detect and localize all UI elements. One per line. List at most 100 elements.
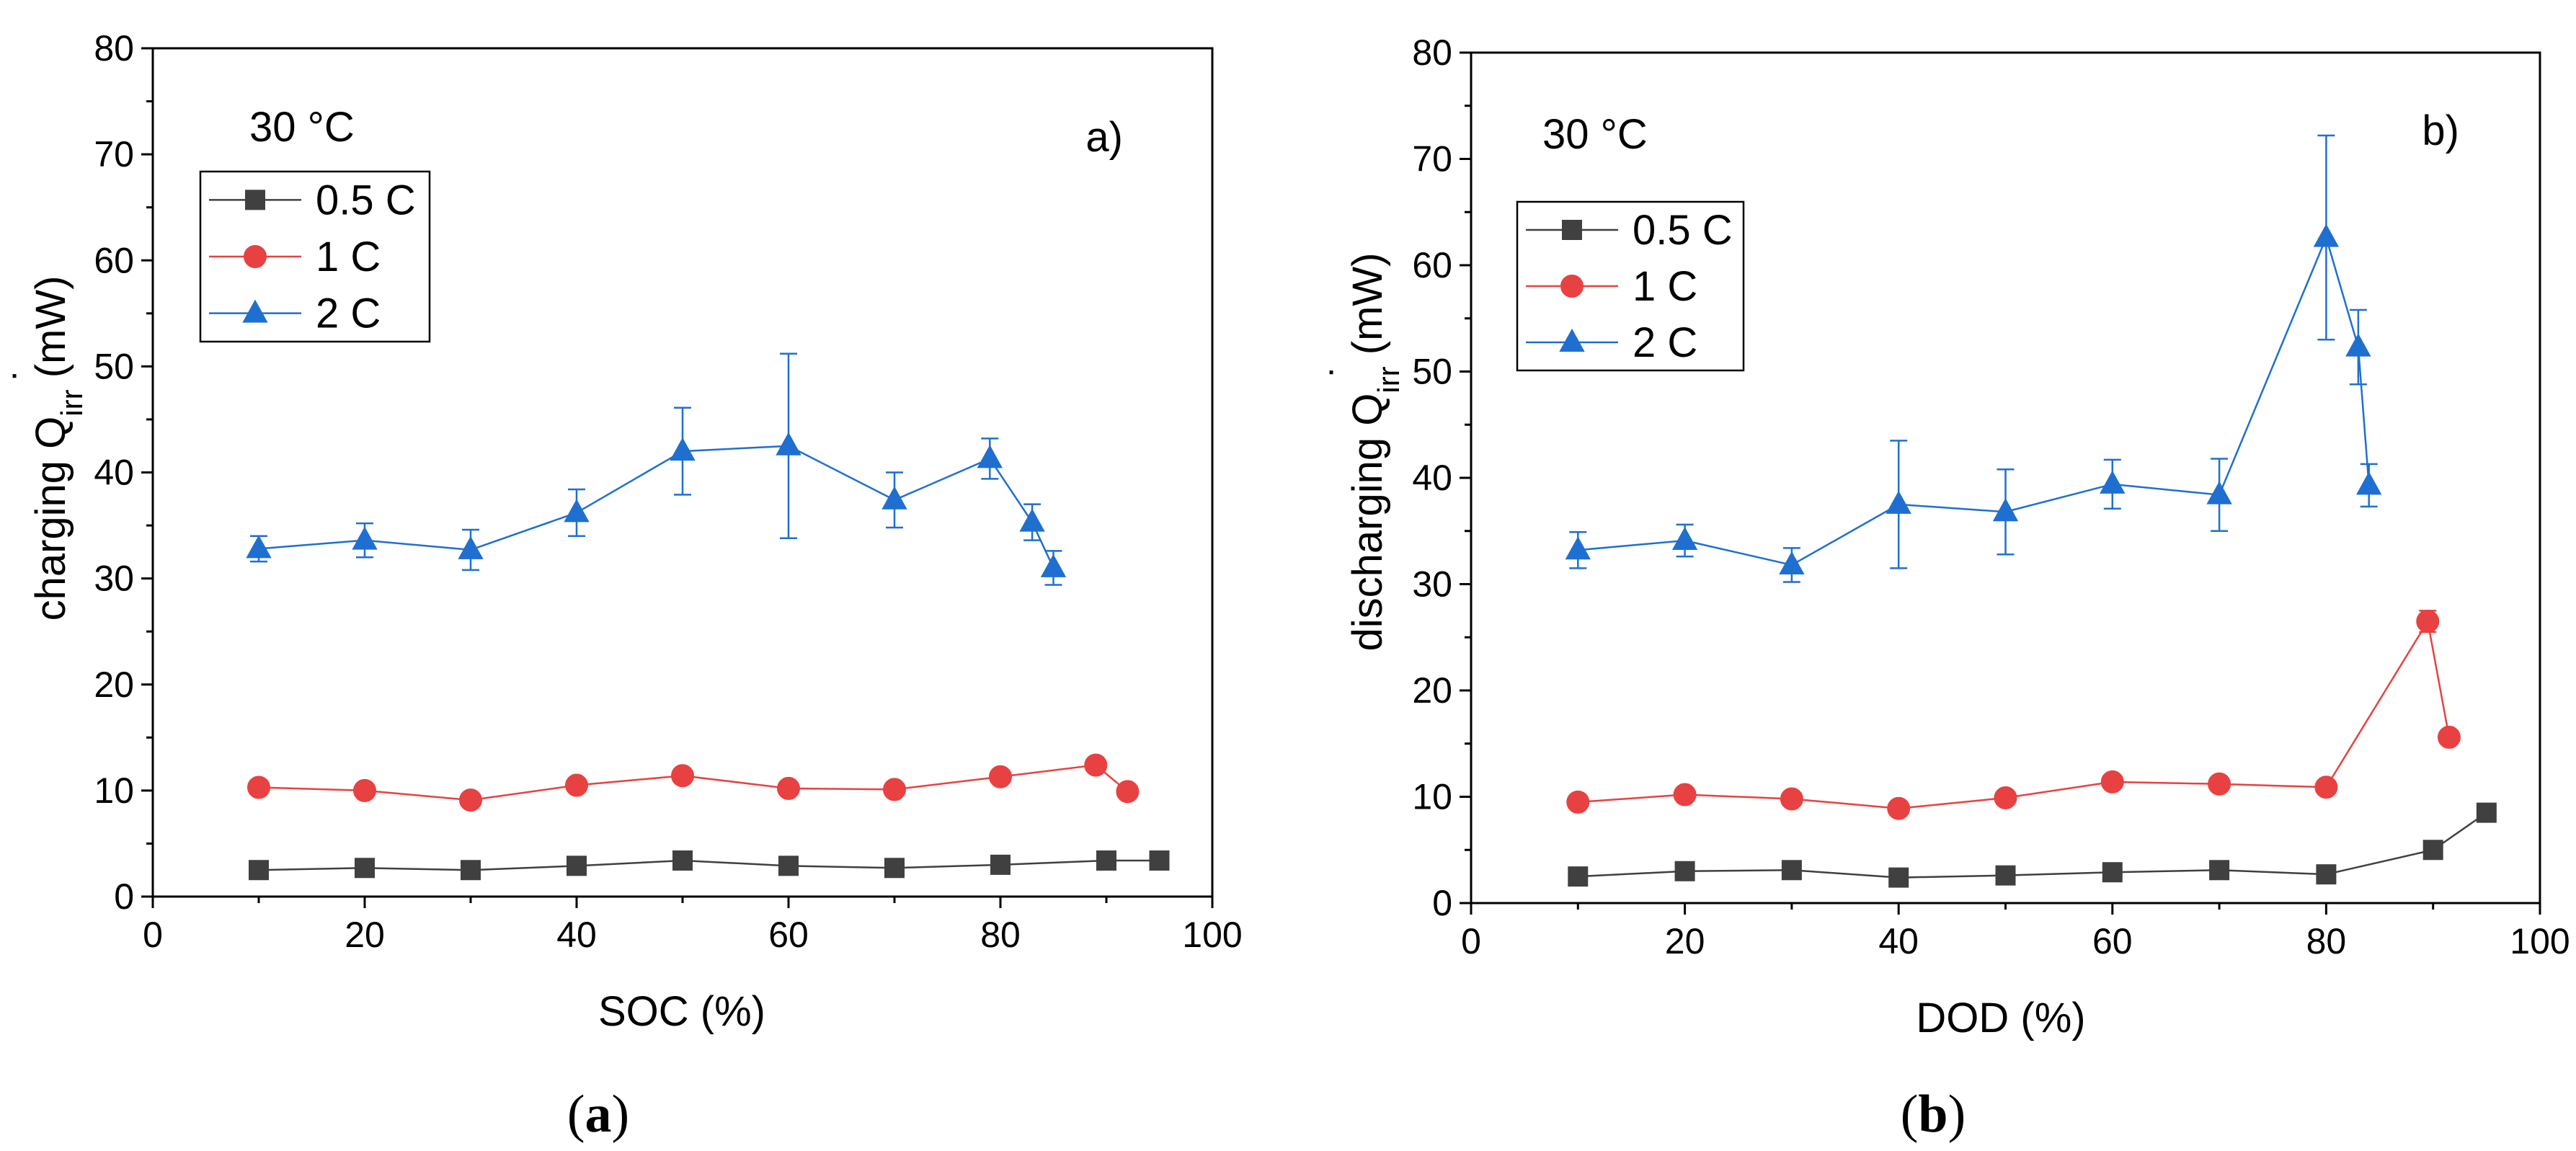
chart-panel-a: charging Qirr (mW) ˙ SOC (%) 30 °C a) 0 2…: [6, 28, 1243, 1035]
y-label-unit: (mW): [27, 276, 74, 390]
data-point: [1149, 850, 1170, 871]
y-label-unit: (mW): [1344, 253, 1391, 367]
x-axis-label-a: SOC (%): [598, 988, 765, 1035]
data-point: [2100, 470, 2126, 494]
data-point: [461, 860, 481, 881]
series-line: [258, 859, 1160, 871]
data-point: [1781, 860, 1802, 881]
series-line: [1578, 234, 2370, 566]
x-tick-label: 0: [143, 915, 163, 955]
data-point: [1992, 498, 2019, 522]
series-0.5-C: [249, 850, 1170, 881]
data-point: [353, 778, 376, 802]
y-tick-label: 10: [94, 770, 134, 811]
data-point: [1995, 865, 2016, 886]
x-tick-label: 40: [1878, 921, 1919, 961]
y-label-dot: ˙: [1323, 363, 1369, 377]
x-tick-label: 60: [768, 915, 809, 955]
panel-label-b: b): [2422, 107, 2459, 154]
y-tick-label: 80: [1412, 32, 1452, 73]
caption-b: (b): [1901, 1085, 1966, 1144]
data-point: [355, 858, 375, 879]
data-point: [2316, 864, 2337, 885]
legend: 0.5 C 1 C 2 C: [1516, 200, 1745, 372]
data-point: [989, 765, 1012, 788]
data-point: [249, 860, 269, 881]
data-point: [884, 858, 905, 879]
data-point: [881, 486, 907, 510]
data-point: [1994, 786, 2017, 809]
data-point: [1673, 783, 1697, 806]
legend-swatch-marker: [245, 190, 265, 210]
series-1-C: [247, 753, 1140, 812]
data-point: [883, 778, 906, 801]
y-tick-label: 20: [1412, 670, 1452, 711]
legend-entry-label: 0.5 C: [316, 177, 416, 223]
legend-entry-label: 2 C: [316, 290, 381, 337]
data-point: [1780, 787, 1803, 811]
data-point: [776, 432, 801, 455]
series-line: [258, 764, 1129, 801]
data-point: [1084, 753, 1108, 777]
data-point: [2422, 840, 2443, 861]
data-point: [2314, 776, 2338, 799]
data-point: [352, 526, 378, 550]
caption-a-letter: a: [585, 1085, 612, 1144]
data-point: [2437, 725, 2461, 749]
x-tick-label: 100: [1182, 915, 1242, 955]
y-label-main: charging Q: [27, 417, 74, 621]
data-point: [459, 788, 482, 812]
data-point: [1568, 866, 1589, 887]
y-tick-label: 40: [1412, 458, 1452, 498]
data-point: [2100, 770, 2124, 794]
data-point: [1019, 508, 1045, 532]
legend-swatch-marker: [242, 299, 268, 323]
data-point: [2208, 772, 2231, 796]
data-point: [2345, 333, 2371, 357]
data-point: [1888, 867, 1909, 888]
data-point: [246, 535, 272, 559]
data-point: [990, 854, 1011, 875]
data-point: [777, 776, 800, 800]
legend-swatch-marker: [1560, 275, 1584, 298]
caption-a: (a): [567, 1085, 629, 1144]
legend: 0.5 C 1 C 2 C: [199, 170, 431, 343]
y-axis-label-b: discharging Qirr (mW): [1344, 253, 1405, 652]
data-point: [1096, 850, 1116, 871]
x-tick-label: 60: [2092, 921, 2133, 961]
data-point: [1040, 554, 1067, 577]
y-tick-label: 0: [114, 876, 134, 917]
y-tick-label: 70: [1412, 139, 1452, 179]
data-point: [1566, 790, 1590, 814]
y-tick-label: 50: [1412, 352, 1452, 392]
legend-entry-label: 0.5 C: [1633, 207, 1733, 254]
legend-swatch-marker: [244, 245, 267, 268]
series-line: [1578, 812, 2487, 879]
condition-label-a: 30 °C: [249, 104, 355, 151]
y-label-dot: ˙: [6, 367, 53, 381]
data-point: [1886, 490, 1911, 514]
x-tick-label: 40: [556, 915, 597, 955]
x-tick-label: 80: [980, 915, 1021, 955]
legend-entry-label: 2 C: [1633, 319, 1697, 366]
y-tick-label: 20: [94, 665, 134, 705]
y-tick-label: 80: [94, 28, 134, 68]
y-tick-label: 0: [1432, 883, 1452, 923]
data-point: [1887, 796, 1911, 820]
data-point: [977, 445, 1003, 468]
y-axis-label-a: charging Qirr (mW): [27, 276, 89, 621]
data-point: [670, 437, 696, 461]
y-tick-label: 60: [94, 240, 134, 280]
data-point: [2416, 610, 2440, 634]
data-point: [2206, 481, 2232, 505]
y-label-main: discharging Q: [1344, 394, 1391, 652]
data-point: [1671, 526, 1698, 551]
y-tick-label: 60: [1412, 245, 1452, 285]
series-line: [258, 445, 1054, 569]
data-point: [247, 776, 270, 799]
data-point: [567, 856, 587, 876]
x-tick-label: 80: [2306, 921, 2347, 961]
series-2-C: [1565, 134, 2382, 583]
x-tick-label: 20: [345, 915, 385, 955]
